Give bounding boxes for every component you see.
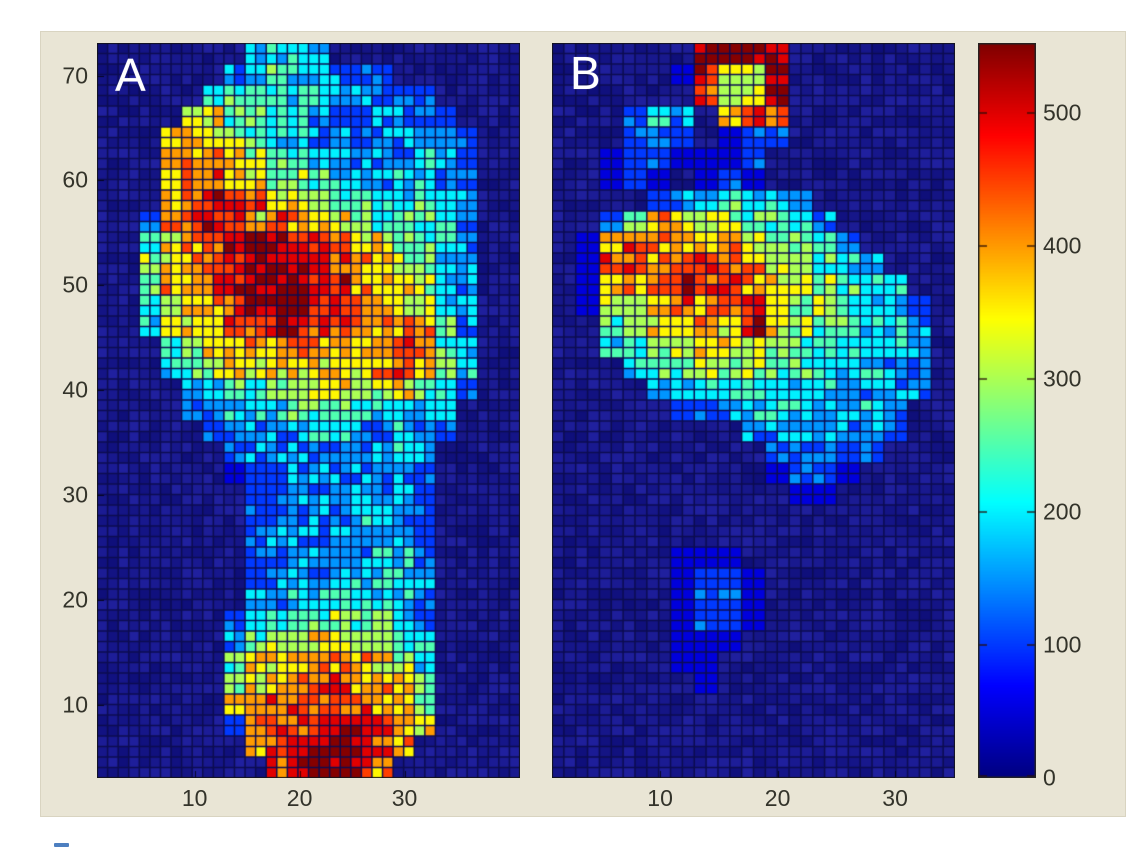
stray-blue-mark	[54, 843, 69, 847]
y-tick-label: 50	[62, 271, 88, 298]
y-tick-label: 70	[62, 62, 88, 88]
x-tick-label: 30	[882, 785, 908, 811]
colorbar-tick-label: 100	[1043, 631, 1082, 658]
x-tick-label: 20	[764, 785, 791, 811]
x-tick-label: 10	[181, 785, 208, 811]
colorbar-canvas	[978, 43, 1036, 778]
y-tick-label: 20	[62, 586, 88, 613]
heatmap-panel-b-canvas	[552, 43, 955, 778]
colorbar-tick-label: 500	[1043, 99, 1082, 126]
heatmap-panel-a-canvas	[97, 43, 520, 778]
x-tick-label: 30	[391, 785, 418, 811]
colorbar-tick-label: 200	[1043, 498, 1082, 525]
y-tick-label: 40	[62, 376, 88, 403]
panel-a-label: A	[115, 49, 146, 101]
x-tick-label: 20	[286, 785, 313, 811]
colorbar-tick-label: 300	[1043, 365, 1082, 392]
colorbar-tick-label: 0	[1043, 764, 1056, 791]
y-tick-label: 60	[62, 166, 88, 193]
panel-b-label: B	[570, 47, 601, 99]
colorbar-tick-label: 400	[1043, 232, 1082, 259]
y-tick-label: 10	[62, 691, 88, 718]
x-tick-label: 10	[647, 785, 673, 811]
y-tick-label: 30	[62, 481, 88, 508]
